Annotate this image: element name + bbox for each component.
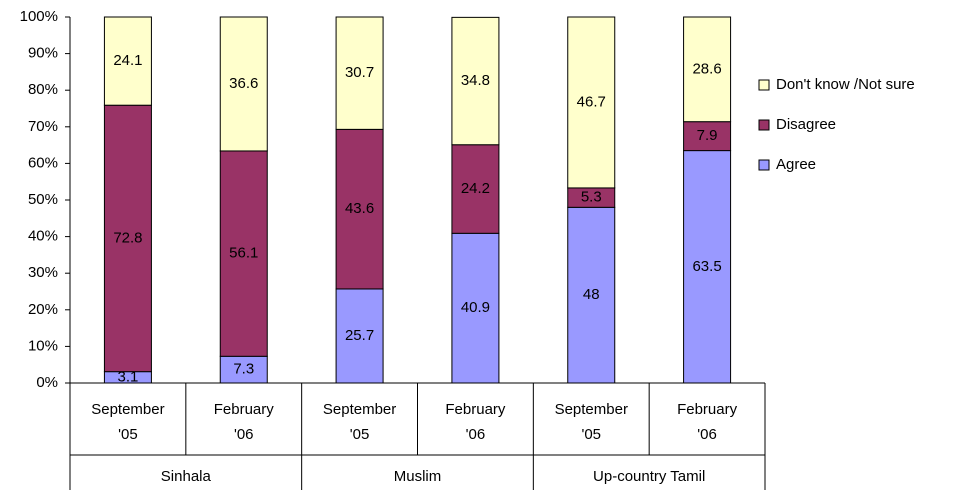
bar-segment — [451, 16, 500, 146]
bar-segment — [451, 144, 500, 234]
bar-segment — [335, 128, 384, 290]
group-label: Sinhala — [161, 468, 212, 485]
x-tick-label: September — [91, 401, 164, 418]
data-label: 5.3 — [581, 189, 602, 206]
data-label: 63.5 — [692, 258, 721, 275]
data-label: 30.7 — [345, 64, 374, 81]
y-tick-label: 20% — [28, 301, 58, 318]
data-label: 40.9 — [461, 299, 490, 316]
data-label: 72.8 — [113, 229, 142, 246]
data-label: 34.8 — [461, 72, 490, 89]
data-label: 48 — [583, 286, 600, 303]
x-tick-label: February — [677, 401, 738, 418]
x-tick-label: '06 — [466, 426, 486, 443]
bar-segment — [683, 150, 732, 384]
y-tick-label: 40% — [28, 228, 58, 245]
x-tick-label: September — [555, 401, 628, 418]
bar-segment — [335, 16, 384, 130]
legend-swatch — [758, 159, 770, 171]
legend-label: Agree — [776, 156, 816, 173]
bar-segment — [103, 16, 152, 106]
y-tick-label: 70% — [28, 118, 58, 135]
data-label: 25.7 — [345, 327, 374, 344]
y-tick-label: 10% — [28, 337, 58, 354]
x-tick-label: September — [323, 401, 396, 418]
data-label: 28.6 — [692, 60, 721, 77]
bar-segment — [567, 16, 616, 189]
data-label: 24.2 — [461, 180, 490, 197]
legend-label: Disagree — [776, 116, 836, 133]
legend-swatch — [758, 79, 770, 91]
bar-segment — [219, 355, 268, 384]
y-tick-label: 80% — [28, 81, 58, 98]
legend-swatch — [758, 119, 770, 131]
bar-segment — [219, 150, 268, 357]
y-tick-label: 60% — [28, 154, 58, 171]
data-label: 46.7 — [577, 93, 606, 110]
bar-segment — [567, 206, 616, 384]
bar-segment — [451, 232, 500, 384]
y-tick-label: 30% — [28, 264, 58, 281]
y-tick-label: 50% — [28, 191, 58, 208]
x-tick-label: '06 — [234, 426, 254, 443]
bar-segment — [683, 16, 732, 123]
group-label: Up-country Tamil — [593, 468, 705, 485]
data-label: 3.1 — [117, 368, 138, 385]
data-label: 56.1 — [229, 245, 258, 262]
bar-segment — [103, 104, 152, 373]
group-label: Muslim — [394, 468, 442, 485]
x-tick-label: February — [445, 401, 506, 418]
bar-segment — [683, 121, 732, 152]
x-tick-label: '05 — [350, 426, 370, 443]
x-tick-label: '06 — [697, 426, 717, 443]
data-label: 7.9 — [697, 127, 718, 144]
data-label: 7.3 — [233, 361, 254, 378]
data-label: 24.1 — [113, 52, 142, 69]
legend-label: Don't know /Not sure — [776, 76, 915, 93]
x-tick-label: '05 — [581, 426, 601, 443]
data-label: 36.6 — [229, 75, 258, 92]
y-tick-label: 100% — [20, 8, 58, 25]
data-label: 43.6 — [345, 200, 374, 217]
x-tick-label: '05 — [118, 426, 138, 443]
x-tick-label: February — [214, 401, 275, 418]
y-tick-label: 0% — [36, 374, 58, 391]
bar-segment — [219, 16, 268, 152]
y-tick-label: 90% — [28, 45, 58, 62]
